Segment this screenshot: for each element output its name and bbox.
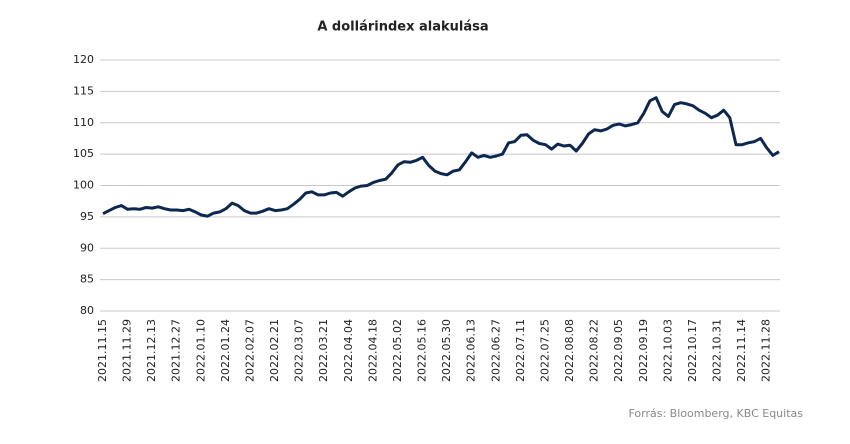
- x-tick-label: 2022.04.04: [342, 319, 355, 382]
- y-tick-label: 105: [73, 147, 94, 160]
- y-tick-label: 115: [73, 84, 94, 97]
- x-tick-label: 2022.03.07: [293, 319, 306, 382]
- x-tick-label: 2022.04.18: [366, 319, 379, 382]
- x-tick-label: 2022.06.27: [489, 319, 502, 382]
- x-tick-label: 2022.06.13: [465, 319, 478, 382]
- x-tick-label: 2022.09.05: [612, 319, 625, 382]
- x-tick-label: 2022.10.31: [711, 319, 724, 382]
- y-tick-label: 80: [80, 304, 94, 317]
- x-tick-label: 2021.11.15: [96, 319, 109, 382]
- x-tick-label: 2021.11.29: [121, 319, 134, 382]
- x-tick-label: 2022.10.03: [661, 319, 674, 382]
- x-tick-label: 2022.01.10: [194, 319, 207, 382]
- x-tick-label: 2022.05.02: [391, 319, 404, 382]
- y-tick-label: 85: [80, 273, 94, 286]
- x-tick-label: 2022.08.22: [588, 319, 601, 382]
- x-tick-label: 2022.05.30: [440, 319, 453, 382]
- x-tick-label: 2022.11.14: [735, 319, 748, 382]
- x-tick-label: 2022.08.08: [563, 319, 576, 382]
- x-tick-label: 2022.05.16: [416, 319, 429, 382]
- x-tick-label: 2022.11.28: [760, 319, 773, 382]
- x-tick-label: 2022.03.21: [317, 319, 330, 382]
- y-tick-label: 120: [73, 53, 94, 66]
- x-tick-label: 2022.07.11: [514, 319, 527, 382]
- x-tick-label: 2022.02.21: [268, 319, 281, 382]
- x-tick-label: 2022.10.17: [686, 319, 699, 382]
- x-tick-label: 2022.07.25: [538, 319, 551, 382]
- y-tick-label: 90: [80, 241, 94, 254]
- x-tick-label: 2022.02.07: [243, 319, 256, 382]
- y-tick-label: 100: [73, 179, 94, 192]
- y-tick-label: 110: [73, 116, 94, 129]
- y-tick-label: 95: [80, 210, 94, 223]
- x-tick-label: 2022.09.19: [637, 319, 650, 382]
- chart-title: A dollárindex alakulása: [317, 20, 488, 35]
- data-line: [102, 96, 780, 218]
- source-note: Forrás: Bloomberg, KBC Equitas: [628, 407, 803, 420]
- x-tick-label: 2022.01.24: [219, 319, 232, 382]
- x-tick-label: 2021.12.27: [170, 319, 183, 382]
- x-tick-label: 2021.12.13: [145, 319, 158, 382]
